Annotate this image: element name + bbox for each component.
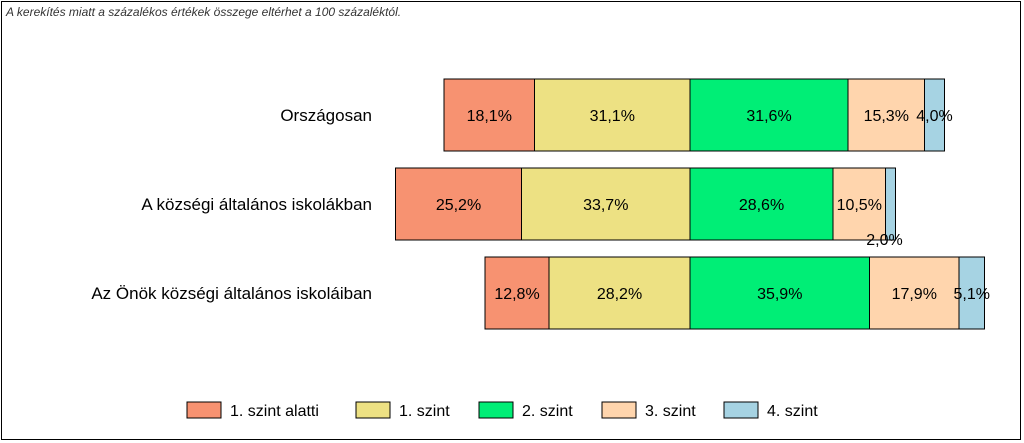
bar-segment: [958, 256, 985, 330]
legend-item: 2. szint: [478, 401, 573, 420]
legend-swatch: [478, 401, 514, 419]
legend-swatch: [723, 401, 759, 419]
legend-swatch: [355, 401, 391, 419]
value-label: 5,1%: [954, 286, 990, 303]
bar-segment: [521, 167, 691, 241]
legend-swatch: [186, 401, 222, 419]
value-label: 17,9%: [892, 286, 937, 303]
bar-row: 12,8% 28,2% 35,9% 17,9% 5,1%: [484, 256, 990, 330]
legend-label: 2. szint: [522, 403, 573, 420]
value-label: 28,6%: [739, 197, 784, 214]
bar-segment: [689, 256, 870, 330]
value-label: 25,2%: [436, 197, 481, 214]
value-label: 10,5%: [837, 197, 882, 214]
legend-item: 4. szint: [723, 401, 818, 420]
bar-segment: [484, 256, 550, 330]
legend-label: 4. szint: [767, 403, 818, 420]
legend-item: 3. szint: [601, 401, 696, 420]
legend-label: 1. szint alatti: [230, 403, 319, 420]
value-label: 4,0%: [916, 108, 952, 125]
bar-segment: [443, 78, 535, 152]
value-label: 12,8%: [494, 286, 539, 303]
legend-swatch: [601, 401, 637, 419]
value-label: 31,6%: [746, 108, 791, 125]
value-label: 35,9%: [757, 286, 802, 303]
bars-layer: 18,1% 31,1% 31,6% 15,3% 4,0% 25,2% 33,7% 28,6% 1…: [395, 78, 990, 330]
category-label: A községi általános iskolákban: [141, 195, 372, 214]
category-label: Az Önök községi általános iskoláiban: [91, 284, 372, 303]
value-label: 2,0%: [866, 232, 902, 249]
value-label: 28,2%: [597, 286, 642, 303]
bar-row: 18,1% 31,1% 31,6% 15,3% 4,0%: [443, 78, 953, 152]
bar-segment: [885, 167, 896, 241]
category-labels: Országosan A községi általános iskolákban…: [91, 106, 372, 303]
bar-segment: [689, 78, 849, 152]
value-label: 33,7%: [583, 197, 628, 214]
legend-label: 1. szint: [399, 403, 450, 420]
bar-segment: [924, 78, 945, 152]
legend-item: 1. szint alatti: [186, 401, 319, 420]
bar-segment: [395, 167, 522, 241]
legend-label: 3. szint: [645, 403, 696, 420]
bar-row: 25,2% 33,7% 28,6% 10,5% 2,0%: [395, 167, 903, 249]
value-label: 15,3%: [864, 108, 909, 125]
legend-item: 1. szint: [355, 401, 450, 420]
bar-segment: [832, 167, 886, 241]
category-label: Országosan: [280, 106, 372, 125]
bar-segment: [689, 167, 834, 241]
bar-segment: [548, 256, 691, 330]
bar-segment: [847, 78, 925, 152]
value-label: 31,1%: [590, 108, 635, 125]
value-label: 18,1%: [467, 108, 512, 125]
rounding-note: A kerekítés miatt a százalékos értékek ö…: [6, 5, 402, 19]
legend: 1. szint alatti 1. szint 2. szint 3. szint 4…: [186, 401, 818, 420]
